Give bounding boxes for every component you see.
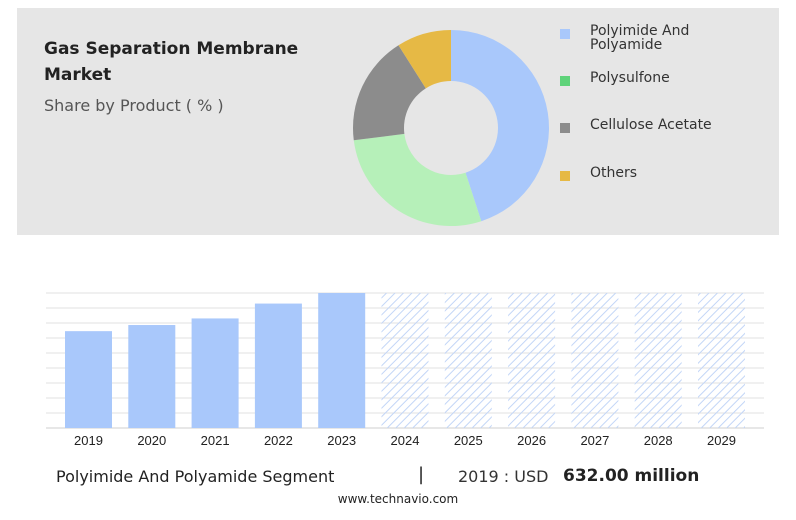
x-tick-label-2021: 2021 [201, 433, 230, 448]
donut-slice-others [398, 30, 451, 89]
forecast-bar-2024 [381, 293, 429, 428]
forecast-bar-2029 [698, 293, 745, 428]
legend-item-cellulose-acetate: Cellulose Acetate [560, 118, 770, 133]
bar-chart: 2019 2020 2021 2022 2023 2024 2025 2026 2027 2028… [46, 292, 764, 448]
legend-item-others: Others [560, 166, 770, 181]
x-tick-label-2023: 2023 [327, 433, 356, 448]
legend-label-others: Others [590, 165, 638, 181]
x-tick-label-2025: 2025 [454, 433, 483, 448]
x-tick-label-2026: 2026 [517, 433, 546, 448]
footer-url: www.technavio.com [337, 492, 459, 506]
legend-swatch-others [560, 171, 570, 181]
bar-2022 [254, 303, 302, 428]
forecast-bar-2026 [508, 293, 556, 428]
forecast-bar-2025 [444, 293, 492, 428]
footer-year-label: 2019 : USD [458, 467, 549, 486]
donut-slice-polysulfone [353, 133, 482, 226]
footer-segment-label: Polyimide And Polyamide Segment [56, 467, 335, 486]
forecast-bar-2027 [571, 293, 619, 428]
footer-separator: | [418, 464, 425, 485]
chart-title: Gas Separation Membrane Market [44, 39, 299, 85]
donut-chart [353, 30, 549, 226]
bar-2020 [128, 325, 176, 428]
legend-label-polysulfone: Polysulfone [590, 70, 670, 86]
forecast-bar-2028 [634, 293, 682, 428]
legend-label-cellulose-acetate: Cellulose Acetate [590, 117, 712, 133]
donut-slice-polyimide [451, 30, 549, 222]
x-tick-label-2029: 2029 [707, 433, 736, 448]
legend-label-polyimide: Polyimide And Polyamide [590, 23, 690, 53]
x-tick-label-2022: 2022 [264, 433, 293, 448]
bar-2021 [191, 318, 239, 428]
x-tick-label-2028: 2028 [644, 433, 673, 448]
footer-value: 632.00 million [563, 466, 700, 486]
bar-2019 [65, 331, 112, 428]
legend-swatch-polysulfone [560, 76, 570, 86]
x-tick-label-2024: 2024 [391, 433, 420, 448]
x-tick-label-2027: 2027 [580, 433, 609, 448]
bar-2023 [318, 293, 366, 428]
legend-swatch-polyimide [560, 29, 570, 39]
x-tick-label-2020: 2020 [137, 433, 166, 448]
legend-item-polysulfone: Polysulfone [560, 71, 770, 86]
x-tick-label-2019: 2019 [74, 433, 103, 448]
chart-subtitle: Share by Product ( % ) [44, 96, 224, 115]
donut-slice-cellulose-acetate [353, 45, 426, 141]
legend-item-polyimide: Polyimide And Polyamide [560, 24, 770, 52]
legend-swatch-cellulose-acetate [560, 123, 570, 133]
